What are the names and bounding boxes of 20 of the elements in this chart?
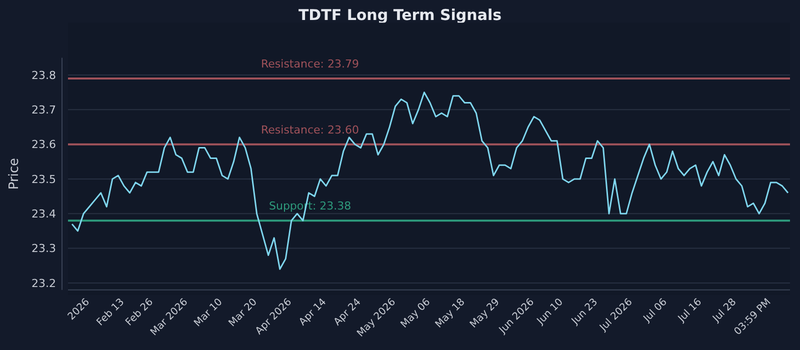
y-tick-label: 23.8 [32,68,56,82]
y-tick-label: 23.4 [32,208,56,221]
chart-title: TDTF Long Term Signals [298,6,502,24]
y-tick-label: 23.2 [32,276,56,290]
y-tick-label: 23.7 [32,104,56,117]
x-tick-label: Jul 28 [710,296,739,325]
y-tick-label: 23.5 [32,172,56,186]
ref-line-label: Resistance: 23.79 [261,57,359,70]
ref-line-label: Resistance: 23.60 [261,123,359,136]
x-tick-label: Jul 16 [676,296,704,325]
x-tick-label: Apr 14 [297,296,329,328]
x-tick-label: Mar 10 [192,296,225,330]
x-tick-label: Jun 23 [569,296,600,328]
x-tick-label: Jun 10 [534,296,566,328]
x-tick-label: Jul 06 [641,296,670,325]
line-series [71,92,789,270]
y-tick-label: 23.6 [32,138,56,152]
y-axis-title: Price [7,158,22,190]
y-tick-label: 23.3 [32,242,56,256]
x-tick-label: Apr 24 [332,296,364,328]
